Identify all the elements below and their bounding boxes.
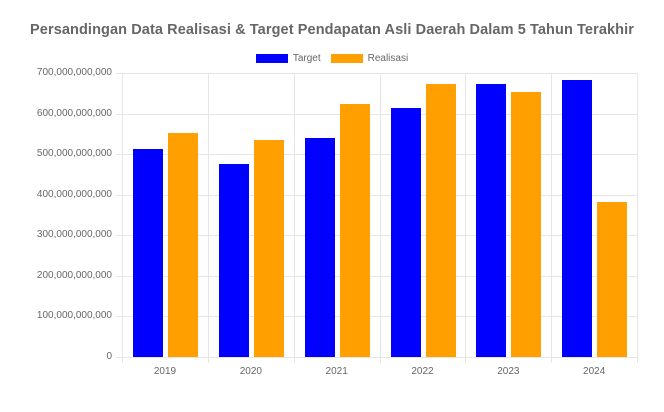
legend-label-target: Target: [292, 53, 321, 64]
x-tick-label: 2022: [411, 366, 434, 377]
bar-realisasi-2021[interactable]: [339, 103, 370, 357]
gridline-horizontal: [116, 194, 637, 196]
gridline-horizontal: [116, 275, 637, 277]
plot-area: [116, 73, 638, 363]
bar-realisasi-2023[interactable]: [511, 91, 542, 357]
legend-item-realisasi[interactable]: Realisasi: [330, 53, 409, 64]
bar-realisasi-2019[interactable]: [168, 133, 198, 357]
gridline-horizontal: [116, 154, 637, 156]
legend-label-realisasi: Realisasi: [367, 53, 409, 64]
y-tick-label: 400,000,000,000: [36, 188, 112, 200]
gridline-vertical: [637, 73, 638, 363]
gridline-vertical: [379, 73, 381, 363]
bar-target-2019[interactable]: [133, 148, 163, 357]
gridline-vertical: [207, 73, 209, 363]
gridline-vertical: [122, 73, 123, 363]
legend-swatch-realisasi: [330, 54, 363, 63]
legend-item-target[interactable]: Target: [255, 53, 321, 64]
y-tick-label: 500,000,000,000: [36, 148, 112, 160]
bar-realisasi-2020[interactable]: [253, 139, 284, 357]
bar-target-2023[interactable]: [476, 84, 507, 357]
x-tick-label: 2024: [583, 366, 606, 377]
y-tick-label: 100,000,000,000: [36, 310, 112, 322]
chart-legend: Target Realisasi: [0, 53, 664, 64]
bar-target-2022[interactable]: [390, 107, 421, 357]
gridline-vertical: [293, 73, 295, 363]
gridline-horizontal: [116, 73, 637, 74]
gridline-horizontal: [116, 113, 637, 115]
y-tick-label: 600,000,000,000: [36, 107, 112, 119]
bar-realisasi-2024[interactable]: [597, 202, 628, 357]
y-tick-label: 0: [106, 351, 112, 362]
chart-title: Persandingan Data Realisasi & Target Pen…: [30, 22, 634, 38]
gridline-horizontal: [116, 316, 637, 318]
gridline-horizontal: [116, 235, 637, 237]
x-tick-label: 2020: [239, 366, 262, 377]
y-tick-label: 300,000,000,000: [36, 229, 112, 241]
gridline-vertical: [465, 73, 467, 363]
bar-target-2021[interactable]: [304, 138, 335, 357]
x-tick-label: 2021: [325, 366, 348, 377]
bar-realisasi-2022[interactable]: [425, 83, 456, 357]
x-tick-label: 2023: [497, 366, 520, 377]
gridline-horizontal: [116, 357, 637, 358]
bar-target-2020[interactable]: [218, 163, 249, 357]
y-tick-label: 200,000,000,000: [36, 269, 112, 281]
x-tick-label: 2019: [153, 366, 177, 377]
bar-target-2024[interactable]: [562, 79, 593, 357]
legend-swatch-target: [255, 54, 288, 63]
gridline-vertical: [551, 73, 553, 363]
y-tick-label: 700,000,000,000: [36, 67, 112, 78]
